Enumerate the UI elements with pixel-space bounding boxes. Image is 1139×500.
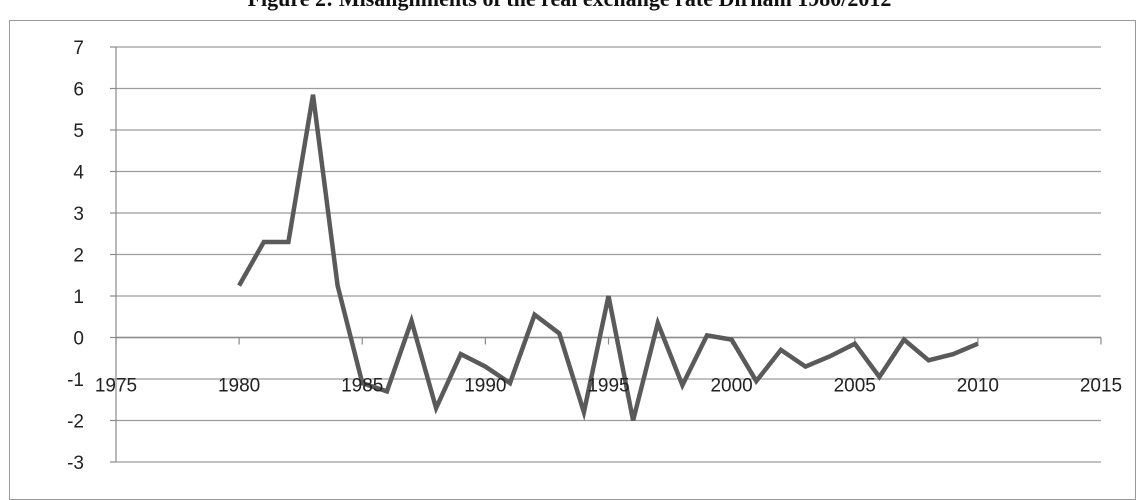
y-tick-label: 3 xyxy=(73,204,84,225)
y-tick-label: 6 xyxy=(73,80,84,101)
x-tick-label: 1995 xyxy=(587,376,629,397)
y-tick-label: -1 xyxy=(67,370,84,391)
y-tick-label: 1 xyxy=(73,287,84,308)
line-chart: 7 6 5 4 3 2 1 0 -1 -2 -3 1975 1980 1985 1990 1995 2000 20… xyxy=(67,38,1122,474)
tick-labels: 7 6 5 4 3 2 1 0 -1 -2 -3 1975 1980 1985 1990 1995 2000 20… xyxy=(67,38,1122,474)
y-tick-label: 0 xyxy=(73,329,84,350)
gridlines xyxy=(116,46,1101,463)
y-tick-label: -2 xyxy=(67,412,84,433)
axes xyxy=(110,46,1102,463)
series-line xyxy=(237,94,979,422)
y-tick-label: 7 xyxy=(73,38,84,59)
x-tick-label: 1980 xyxy=(218,376,260,397)
chart-title: Figure 2: Misalignments of the real exch… xyxy=(0,0,1139,12)
series-layer xyxy=(237,94,979,422)
y-tick-label: 4 xyxy=(73,163,84,184)
x-tick-label: 2010 xyxy=(957,376,999,397)
x-tick-label: 1990 xyxy=(464,376,506,397)
x-tick-label: 1985 xyxy=(341,376,383,397)
y-tick-label: 2 xyxy=(73,246,84,267)
y-tick-label: -3 xyxy=(67,453,84,474)
x-tick-label: 2000 xyxy=(710,376,752,397)
x-tick-label: 2005 xyxy=(834,376,876,397)
y-tick-label: 5 xyxy=(73,121,84,142)
x-tick-label: 2015 xyxy=(1080,376,1122,397)
x-tick-label: 1975 xyxy=(95,376,137,397)
